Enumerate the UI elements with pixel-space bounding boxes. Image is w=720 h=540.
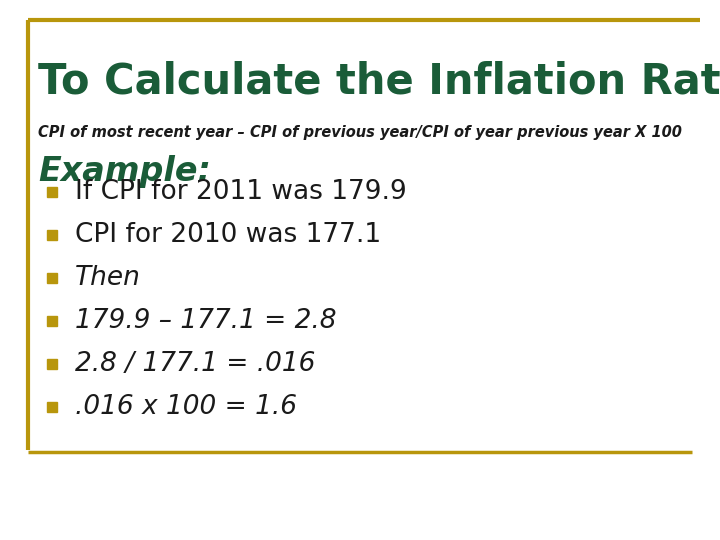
Text: Then: Then: [75, 265, 141, 291]
Text: CPI for 2010 was 177.1: CPI for 2010 was 177.1: [75, 222, 381, 248]
Bar: [47, 316, 57, 326]
Bar: [47, 273, 57, 283]
Bar: [47, 359, 57, 369]
Text: .016 x 100 = 1.6: .016 x 100 = 1.6: [75, 394, 297, 420]
Text: 2.8 / 177.1 = .016: 2.8 / 177.1 = .016: [75, 351, 315, 377]
Bar: [47, 230, 57, 240]
Bar: [47, 187, 57, 197]
Text: To Calculate the Inflation Rate: To Calculate the Inflation Rate: [38, 60, 720, 102]
Text: Example:: Example:: [38, 155, 211, 188]
Text: CPI of most recent year – CPI of previous year/CPI of year previous year X 100: CPI of most recent year – CPI of previou…: [38, 125, 682, 140]
Text: 179.9 – 177.1 = 2.8: 179.9 – 177.1 = 2.8: [75, 308, 336, 334]
Text: If CPI for 2011 was 179.9: If CPI for 2011 was 179.9: [75, 179, 407, 205]
Bar: [47, 402, 57, 412]
